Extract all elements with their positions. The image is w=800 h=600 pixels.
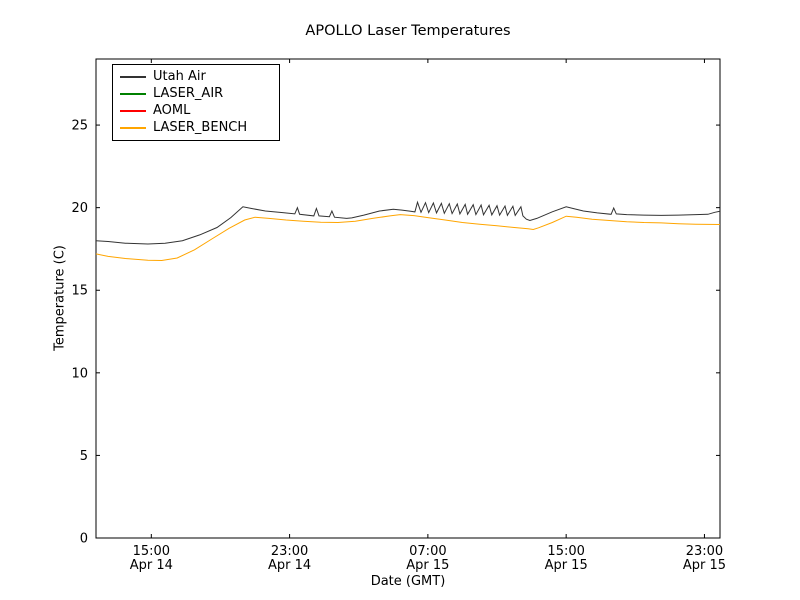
- legend: Utah Air LASER_AIR AOML LASER_BENCH: [112, 64, 280, 141]
- legend-label: LASER_AIR: [153, 86, 224, 101]
- x-tick-label: Apr 15: [545, 558, 588, 573]
- x-tick-label: Apr 15: [406, 558, 449, 573]
- legend-label: Utah Air: [153, 69, 206, 84]
- y-tick-label: 5: [80, 449, 88, 464]
- legend-label: AOML: [153, 103, 191, 118]
- x-tick-label: 07:00: [409, 544, 446, 559]
- x-tick-label: Apr 14: [268, 558, 311, 573]
- legend-line-swatch: [120, 110, 146, 112]
- x-tick-label: 15:00: [133, 544, 170, 559]
- y-tick-label: 10: [71, 366, 88, 381]
- axes-frame: [95, 58, 721, 539]
- y-tick-label: 20: [71, 201, 88, 216]
- y-tick-label: 0: [80, 532, 88, 547]
- y-tick-label: 15: [71, 284, 88, 299]
- y-tick-label: 25: [71, 119, 88, 134]
- legend-line-swatch: [120, 93, 146, 95]
- chart-title: APOLLO Laser Temperatures: [305, 23, 511, 39]
- legend-item: Utah Air: [120, 70, 271, 84]
- legend-item: LASER_AIR: [120, 87, 271, 101]
- series-line-laser-bench: [95, 214, 721, 262]
- x-axis-label: Date (GMT): [370, 574, 446, 589]
- legend-line-swatch: [120, 76, 146, 78]
- legend-line-swatch: [120, 127, 146, 129]
- legend-item: AOML: [120, 104, 271, 118]
- x-tick-label: 23:00: [271, 544, 308, 559]
- series-line-utah-air: [95, 200, 721, 245]
- legend-item: LASER_BENCH: [120, 121, 271, 135]
- x-tick-label: 23:00: [686, 544, 723, 559]
- legend-label: LASER_BENCH: [153, 120, 248, 135]
- x-tick-label: Apr 14: [130, 558, 173, 573]
- y-axis-label: Temperature (C): [52, 245, 68, 351]
- x-tick-label: 15:00: [547, 544, 584, 559]
- x-tick-label: Apr 15: [683, 558, 726, 573]
